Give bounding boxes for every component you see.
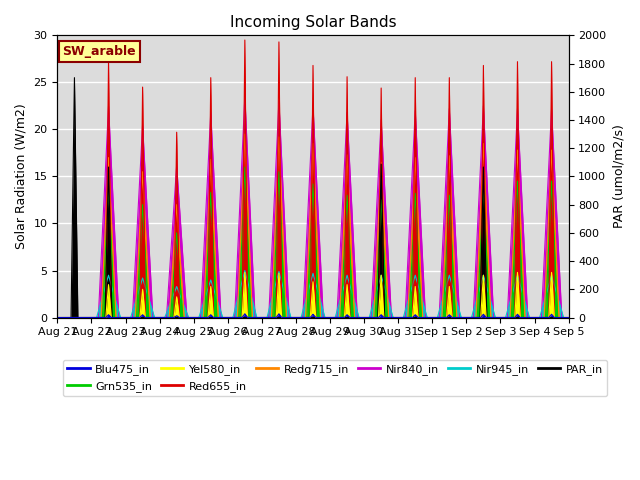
Y-axis label: Solar Radiation (W/m2): Solar Radiation (W/m2) [15, 104, 28, 249]
Title: Incoming Solar Bands: Incoming Solar Bands [230, 15, 396, 30]
Legend: Blu475_in, Grn535_in, Yel580_in, Red655_in, Redg715_in, Nir840_in, Nir945_in, PA: Blu475_in, Grn535_in, Yel580_in, Red655_… [63, 360, 607, 396]
Text: SW_arable: SW_arable [63, 45, 136, 58]
Y-axis label: PAR (umol/m2/s): PAR (umol/m2/s) [612, 124, 625, 228]
